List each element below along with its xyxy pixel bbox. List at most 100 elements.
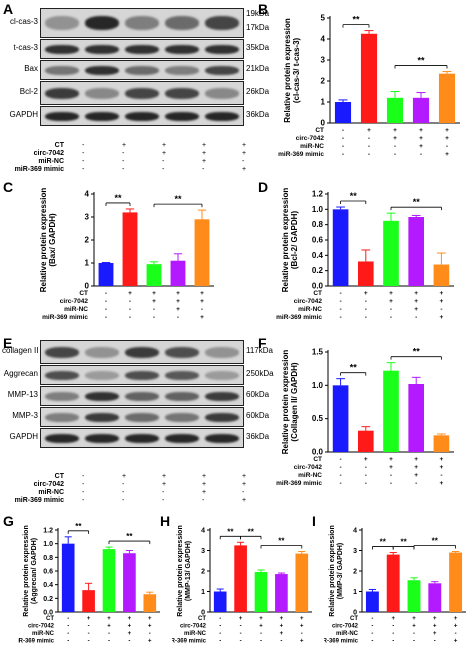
sign-mark: - bbox=[162, 497, 165, 504]
blot-band bbox=[165, 346, 199, 358]
condition-label: CT bbox=[54, 142, 64, 149]
sign-mark: + bbox=[419, 143, 423, 150]
condition-label: CT bbox=[79, 290, 88, 297]
sign-mark: - bbox=[413, 639, 415, 645]
significance-marker: ** bbox=[248, 527, 255, 536]
sign-mark: - bbox=[242, 158, 245, 165]
sign-mark: + bbox=[414, 456, 418, 463]
condition-label: miR-369 mimic bbox=[276, 314, 322, 321]
sign-mark: + bbox=[454, 616, 458, 622]
blot-band bbox=[125, 87, 159, 99]
bar bbox=[383, 220, 399, 286]
condition-label: miR-369 mimic bbox=[18, 639, 55, 645]
sign-mark: - bbox=[153, 306, 155, 313]
y-tick-label: 3 bbox=[201, 548, 205, 555]
sign-mark: - bbox=[105, 298, 107, 305]
y-tick-label: 0 bbox=[201, 610, 205, 617]
sign-mark: - bbox=[88, 639, 90, 645]
sign-mark: + bbox=[242, 481, 247, 488]
sign-mark: - bbox=[340, 290, 342, 297]
sign-mark: - bbox=[434, 639, 436, 645]
blot-band bbox=[125, 433, 159, 443]
sign-mark: - bbox=[394, 143, 396, 150]
condition-label: miR-NC bbox=[298, 472, 322, 479]
sign-mark: - bbox=[415, 314, 417, 321]
sign-mark: + bbox=[391, 616, 395, 622]
sign-mark: - bbox=[149, 631, 151, 637]
y-tick-label: 3 bbox=[321, 56, 326, 65]
sign-mark: + bbox=[148, 616, 152, 622]
sign-mark: - bbox=[240, 631, 242, 637]
sign-mark: + bbox=[433, 616, 437, 622]
sign-mark: + bbox=[242, 473, 247, 480]
significance-marker: ** bbox=[227, 527, 234, 536]
y-axis-label-line: (Bax/ GAPDH) bbox=[48, 213, 57, 267]
bar bbox=[412, 97, 430, 123]
chart-d: Relative protein expression(Bcl-2/ GAPDH… bbox=[276, 188, 454, 321]
sign-mark: - bbox=[365, 472, 367, 479]
sign-mark: - bbox=[129, 314, 131, 321]
blot-band bbox=[205, 433, 239, 443]
y-axis-label: Relative protein expression(MMP-13/ GAPD… bbox=[177, 525, 192, 616]
y-tick-label: 1.0 bbox=[312, 205, 324, 214]
bar bbox=[98, 263, 114, 286]
y-axis-label-line: (Collagen II/ GAPDH) bbox=[290, 362, 299, 441]
sign-mark: + bbox=[414, 464, 418, 471]
sign-mark: + bbox=[87, 616, 91, 622]
significance-marker: ** bbox=[278, 537, 285, 546]
blot-band bbox=[205, 16, 239, 30]
y-tick-label: 0.6 bbox=[43, 569, 53, 576]
chart-h: Relative protein expression(MMP-13/ GAPD… bbox=[172, 525, 312, 645]
condition-label: miR-369 mimic bbox=[42, 314, 88, 321]
y-axis-label-line: Relative protein expression bbox=[329, 525, 336, 616]
condition-label: miR-369 mimic bbox=[276, 480, 322, 487]
blot-row bbox=[40, 106, 244, 126]
y-tick-label: 0.2 bbox=[43, 596, 53, 603]
condition-label: miR-NC bbox=[38, 158, 64, 165]
blot-band bbox=[45, 111, 79, 121]
sign-mark: + bbox=[389, 456, 393, 463]
sign-mark: - bbox=[88, 624, 90, 630]
sign-mark: + bbox=[454, 624, 458, 630]
kda-label: 117kDa bbox=[246, 346, 273, 355]
blot-band bbox=[165, 111, 199, 121]
y-tick-label: 0.6 bbox=[312, 236, 324, 245]
y-axis-label-line: (Aggrecan/ GAPDH) bbox=[31, 538, 38, 604]
y-tick-label: 1 bbox=[321, 98, 326, 107]
blot-row bbox=[40, 365, 244, 385]
blot-band bbox=[45, 87, 79, 99]
sign-mark: + bbox=[389, 290, 393, 297]
sign-mark: + bbox=[280, 616, 284, 622]
condition-label: circ-7042 bbox=[294, 298, 323, 305]
sign-mark: - bbox=[340, 306, 342, 313]
sign-mark: - bbox=[162, 166, 165, 173]
sign-mark: + bbox=[162, 473, 167, 480]
sign-mark: + bbox=[280, 631, 284, 637]
y-tick-label: 0.4 bbox=[43, 582, 53, 589]
condition-label: circ-7042 bbox=[296, 135, 325, 142]
blot-band bbox=[45, 65, 79, 75]
significance-marker: ** bbox=[400, 538, 407, 547]
kda-label: 26kDa bbox=[246, 87, 270, 96]
condition-label: circ-7042 bbox=[28, 624, 55, 630]
bar bbox=[334, 102, 352, 123]
y-axis-label-line: Relative protein expression bbox=[39, 188, 48, 293]
blot-band bbox=[205, 111, 239, 121]
sign-mark: + bbox=[445, 151, 449, 158]
bar bbox=[383, 370, 399, 452]
y-axis-label-line: (Bcl-2/ GAPDH) bbox=[290, 211, 299, 270]
blot-band bbox=[125, 44, 159, 54]
sign-mark: + bbox=[454, 639, 458, 645]
sign-mark: + bbox=[389, 464, 393, 471]
blot-band bbox=[165, 65, 199, 75]
sign-mark: - bbox=[365, 464, 367, 471]
sign-mark: - bbox=[340, 464, 342, 471]
kda-label: 19kDa bbox=[246, 9, 270, 18]
blot-band bbox=[205, 87, 239, 99]
sign-mark: - bbox=[368, 143, 370, 150]
significance-marker: ** bbox=[350, 363, 358, 373]
condition-label: miR-NC bbox=[336, 631, 359, 637]
sign-mark: - bbox=[202, 497, 205, 504]
condition-label: circ-7042 bbox=[332, 624, 359, 630]
bar bbox=[123, 553, 136, 612]
